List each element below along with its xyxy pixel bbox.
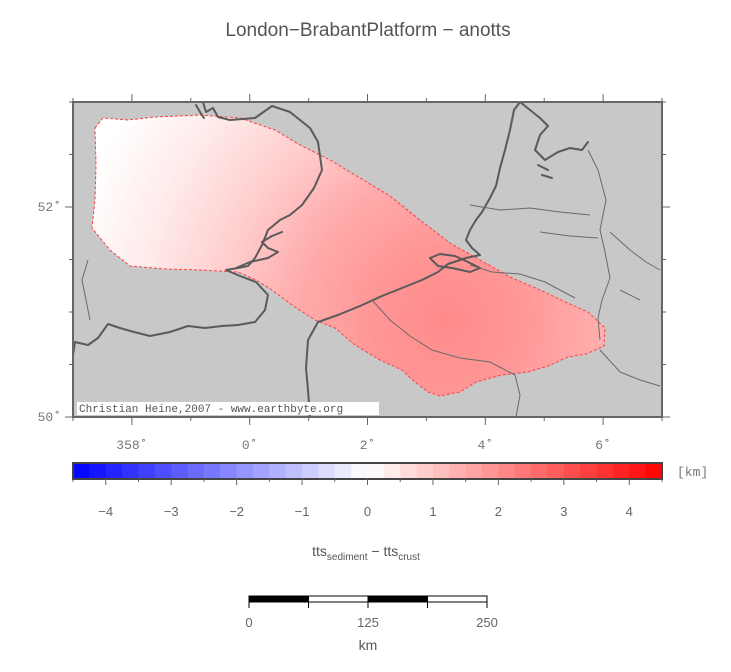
label-sub-crust: crust (398, 552, 420, 563)
label-separator: − (367, 543, 383, 559)
scalebar-segment (427, 595, 488, 603)
colorbar-swatch (482, 463, 499, 479)
river-seine (81, 259, 91, 321)
credit-box (77, 402, 379, 415)
colorbar-tick-label: 3 (560, 504, 567, 519)
colorbar-tick-label: 2 (495, 504, 502, 519)
colorbar-swatch (629, 463, 647, 479)
wadden-islands (537, 164, 553, 179)
colorbar-swatch (269, 463, 287, 479)
colorbar-swatch (531, 463, 549, 479)
colorbar-swatch (416, 463, 434, 479)
colorbar-swatch (318, 463, 336, 479)
map-content (73, 102, 661, 417)
scalebar-tick-label: 0 (245, 615, 252, 630)
border-fr-be (371, 299, 521, 417)
colorbar-swatch (236, 463, 254, 479)
colorbar-swatch (432, 463, 450, 479)
continent-coastline (305, 102, 521, 417)
colorbar (73, 463, 663, 479)
colorbar-swatch (105, 463, 123, 479)
colorbar-swatch (302, 463, 320, 479)
lon-tick-label: 2˚ (360, 438, 376, 453)
colorbar-swatch (154, 463, 172, 479)
colorbar-tick-label: −4 (98, 504, 113, 519)
colorbar-tick-label: 1 (429, 504, 436, 519)
border-nl-de (587, 149, 611, 341)
colorbar-swatch (122, 463, 140, 479)
label-sub-sediment: sediment (327, 552, 368, 563)
colorbar-swatch (580, 463, 598, 479)
colorbar-swatch (563, 463, 581, 479)
colorbar-swatch (171, 463, 189, 479)
lon-tick-label: 358˚ (116, 438, 147, 453)
credit-text: Christian Heine,2007 - www.earthbyte.org (79, 404, 343, 416)
colorbar-tick-label: 4 (626, 504, 633, 519)
colorbar-unit: [km] (677, 465, 708, 480)
colorbar-swatch (285, 463, 303, 479)
border-be-nl (469, 264, 576, 299)
label-tts-2: tts (383, 543, 398, 559)
scalebar-unit: km (359, 637, 378, 653)
lat-tick-label: 52˚ (38, 200, 61, 215)
map-title: London−BrabantPlatform − anotts (225, 20, 510, 41)
colorbar-swatch (351, 463, 369, 479)
colorbar-swatch (367, 463, 385, 479)
colorbar-tick-label: −1 (295, 504, 310, 519)
wash-coast (195, 104, 205, 119)
colorbar-swatch (612, 463, 630, 479)
frisian-coast (519, 102, 589, 161)
scalebar-tick-label: 250 (476, 615, 498, 630)
colorbar-swatch (383, 463, 401, 479)
colorbar-swatch (514, 463, 532, 479)
scalebar-segment (367, 595, 428, 603)
colorbar-swatch (498, 463, 516, 479)
lon-tick-label: 4˚ (477, 438, 493, 453)
lat-tick-label: 50˚ (38, 410, 61, 425)
colorbar-ticks: −4 −3 −2 −1 0 1 2 3 4 (72, 479, 663, 519)
colorbar-swatch (645, 463, 663, 479)
scalebar: 0 125 250 (245, 595, 498, 630)
scalebar-segment (308, 595, 369, 603)
colorbar-swatch (89, 463, 107, 479)
label-tts-1: tts (312, 543, 327, 559)
colorbar-swatch (465, 463, 483, 479)
map-ticks: 358˚ 0˚ 2˚ 4˚ 6˚ 52˚ 50˚ (38, 94, 670, 453)
thames-estuary (235, 231, 283, 269)
colorbar-label: ttssediment − ttscrust (312, 543, 420, 563)
scalebar-segment (248, 595, 309, 603)
colorbar-swatch (73, 463, 90, 479)
colorbar-tick-label: 0 (364, 504, 371, 519)
colorbar-tick-label: −2 (229, 504, 244, 519)
scalebar-tick-label: 125 (357, 615, 379, 630)
colorbar-swatch (334, 463, 352, 479)
colorbar-swatch (220, 463, 238, 479)
colorbar-swatch (400, 463, 418, 479)
anomaly-region (91, 114, 606, 397)
colorbar-swatch (449, 463, 467, 479)
colorbar-tick-label: −3 (164, 504, 179, 519)
colorbar-swatch (547, 463, 565, 479)
colorbar-swatch (596, 463, 614, 479)
colorbar-swatch (138, 463, 156, 479)
colorbar-swatch (187, 463, 205, 479)
lon-tick-label: 6˚ (595, 438, 611, 453)
colorbar-swatch (203, 463, 221, 479)
rivers (469, 204, 661, 387)
lon-tick-label: 0˚ (242, 438, 258, 453)
colorbar-swatch (252, 463, 270, 479)
